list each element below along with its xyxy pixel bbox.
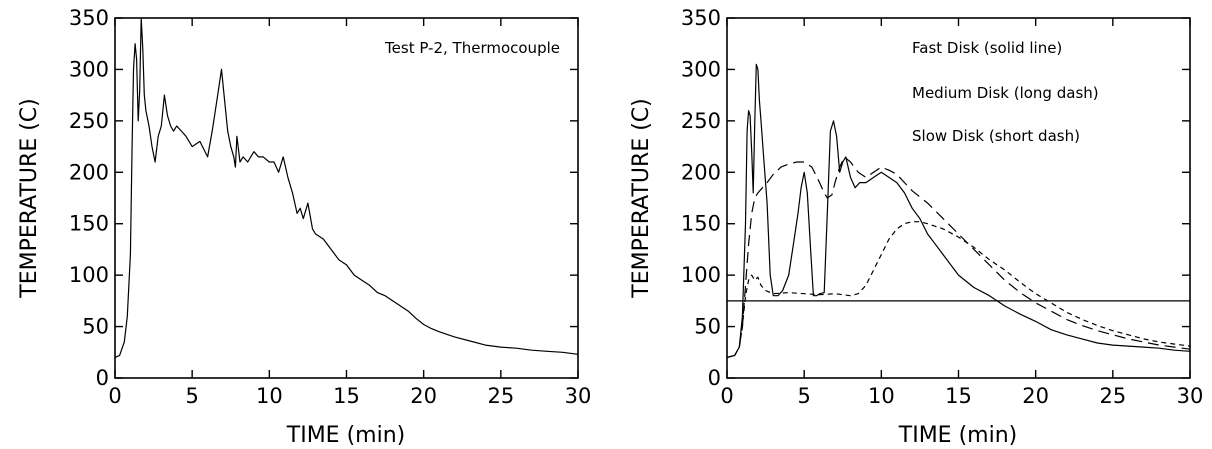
y-tick-label: 300 <box>681 57 721 81</box>
series-line-solid <box>114 17 579 358</box>
y-tick-label: 200 <box>69 160 109 184</box>
x-axis-title-left: TIME (min) <box>286 423 405 448</box>
x-tick-label: 20 <box>1022 384 1049 408</box>
y-tick-label: 0 <box>708 366 721 390</box>
x-tick-label: 5 <box>185 384 198 408</box>
series-group-left <box>114 17 579 358</box>
plot-frame-left <box>114 17 579 379</box>
x-tick-label: 25 <box>487 384 514 408</box>
y-tick-label: 150 <box>681 212 721 236</box>
x-tick-label: 15 <box>945 384 972 408</box>
legend-entry-slow: Slow Disk (short dash) <box>912 127 1080 145</box>
y-tick-label: 350 <box>681 6 721 30</box>
x-tick-label: 30 <box>1177 384 1204 408</box>
x-tick-label: 0 <box>720 384 733 408</box>
y-axis-title-left: TEMPERATURE (C) <box>17 98 42 298</box>
y-tick-label: 300 <box>69 57 109 81</box>
x-tick-label: 0 <box>108 384 121 408</box>
series-line-long-dash <box>726 156 1191 358</box>
y-tick-label: 0 <box>96 366 109 390</box>
x-tick-label: 30 <box>565 384 592 408</box>
plot-frame-right <box>726 17 1191 379</box>
x-tick-label: 25 <box>1099 384 1126 408</box>
x-tick-label: 10 <box>868 384 895 408</box>
x-tick-label: 10 <box>256 384 283 408</box>
annotation-text: Test P-2, Thermocouple <box>384 39 560 57</box>
series-group-right <box>726 63 1191 358</box>
y-tick-label: 100 <box>69 263 109 287</box>
y-axis-title-right: TEMPERATURE (C) <box>629 98 654 298</box>
y-tick-label: 250 <box>681 109 721 133</box>
y-tick-label: 150 <box>69 212 109 236</box>
y-tick-label: 250 <box>69 109 109 133</box>
series-line-solid <box>726 63 1191 358</box>
x-tick-label: 20 <box>410 384 437 408</box>
y-tick-label: 350 <box>69 6 109 30</box>
x-tick-label: 15 <box>333 384 360 408</box>
x-tick-label: 5 <box>797 384 810 408</box>
x-axis-title-right: TIME (min) <box>898 423 1017 448</box>
y-tick-label: 100 <box>681 263 721 287</box>
legend-entry-fast: Fast Disk (solid line) <box>912 39 1062 57</box>
y-tick-label: 50 <box>82 315 109 339</box>
y-tick-label: 200 <box>681 160 721 184</box>
legend-entry-medium: Medium Disk (long dash) <box>912 84 1099 102</box>
series-line-short-dash <box>726 221 1191 358</box>
y-tick-label: 50 <box>694 315 721 339</box>
